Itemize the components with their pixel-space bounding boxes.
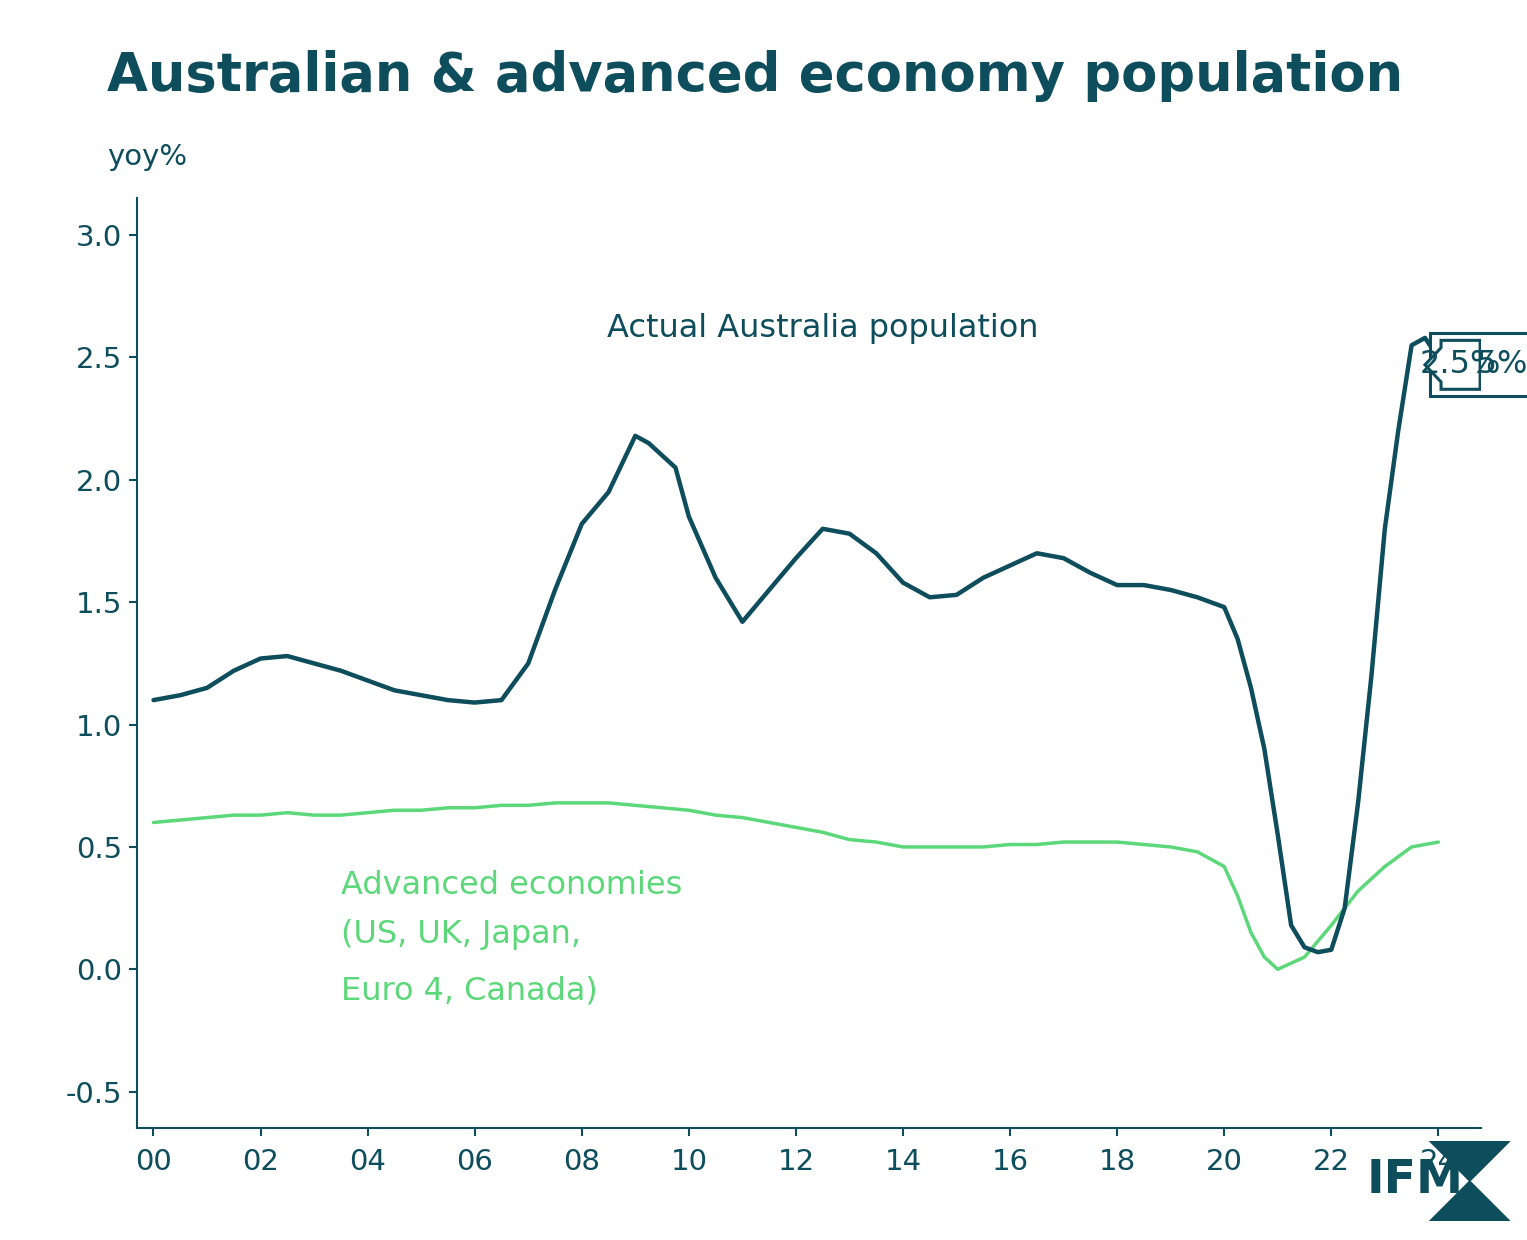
Text: Advanced economies: Advanced economies [341, 869, 683, 900]
Text: 2.5%: 2.5% [1406, 308, 1527, 381]
Text: Euro 4, Canada): Euro 4, Canada) [341, 975, 597, 1006]
Text: Australian & advanced economy population: Australian & advanced economy population [107, 50, 1403, 102]
Polygon shape [1429, 1141, 1510, 1180]
Text: IFM: IFM [1367, 1158, 1464, 1203]
Text: (US, UK, Japan,: (US, UK, Japan, [341, 919, 580, 950]
Text: Actual Australia population: Actual Australia population [606, 312, 1038, 343]
Polygon shape [1425, 340, 1480, 389]
Text: yoy%: yoy% [107, 143, 186, 171]
Text: 2.5%: 2.5% [1420, 350, 1501, 381]
Polygon shape [1429, 1180, 1510, 1221]
